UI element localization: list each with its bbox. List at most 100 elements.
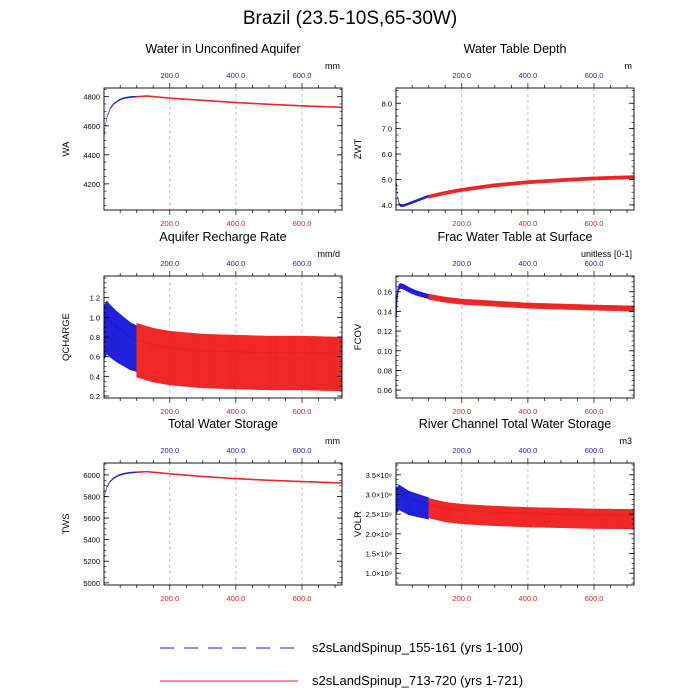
panel-5-xtick-label-bottom-1: 400.0	[519, 594, 538, 603]
panel-0-xtick-label-top-0: 200.0	[160, 71, 179, 80]
panel-3-xtick-label-top-1: 400.0	[519, 259, 538, 268]
panel-5-xtick-label-bottom-2: 600.0	[585, 594, 604, 603]
panel-2-series-0-line	[103, 316, 137, 341]
panel-5-ytick-label-5: 3.5×10⁹	[366, 471, 392, 480]
panel-1-ytick-label-2: 6.0	[382, 150, 392, 159]
panel-0-units: mm	[325, 61, 340, 71]
panel-3-units: unitless [0-1]	[581, 249, 632, 259]
panel-0-frame	[103, 87, 343, 211]
panel-3-series-1-line	[428, 294, 634, 309]
panel-2-title: Aquifer Recharge Rate	[159, 230, 286, 244]
panel-3-ytick-label-4: 0.14	[377, 307, 392, 316]
panel-5-series-0	[395, 484, 430, 520]
panel-1-xtick-label-bottom-2: 600.0	[585, 219, 604, 228]
panel-0-xtick-label-bottom-1: 400.0	[227, 219, 246, 228]
panel-5-xtick-label-top-2: 600.0	[585, 446, 604, 455]
panel-4-series-0	[103, 471, 138, 502]
panel-5-xtick-label-bottom-0: 200.0	[452, 594, 471, 603]
panel-2-xtick-label-bottom-2: 600.0	[293, 407, 312, 416]
panel-3-series-0	[395, 283, 430, 321]
panel-4-ytick-label-1: 5200	[83, 557, 100, 566]
panel-4-frame	[103, 462, 343, 586]
panel-4-units: mm	[325, 436, 340, 446]
panel-3-frame	[395, 275, 635, 399]
panel-5-ytick-label-4: 3.0×10⁹	[366, 490, 392, 499]
panel-2-ytick-label-2: 0.6	[90, 353, 100, 362]
panel-2-series-0	[103, 300, 138, 372]
panel-1-title: Water Table Depth	[464, 42, 567, 56]
panel-1-units: m	[625, 61, 633, 71]
panel-0-xtick-label-bottom-2: 600.0	[293, 219, 312, 228]
panel-4-title: Total Water Storage	[168, 417, 278, 431]
panel-4-xtick-label-bottom-1: 400.0	[227, 594, 246, 603]
panel-5-xtick-label-top-0: 200.0	[452, 446, 471, 455]
panel-2-series-1	[136, 323, 343, 392]
panel-1-series-1	[428, 175, 635, 199]
panel-2-xtick-label-top-1: 400.0	[227, 259, 246, 268]
panel-4-xtick-label-top-0: 200.0	[160, 446, 179, 455]
panel-5-series-0-line	[395, 491, 429, 505]
panel-2-ylabel: QCHARGE	[61, 313, 72, 361]
panel-3-series-1	[428, 293, 635, 312]
panel-5-ytick-label-3: 2.5×10⁹	[366, 510, 392, 519]
panel-1-ylabel: ZWT	[353, 139, 364, 160]
panel-1-ytick-label-3: 7.0	[382, 125, 392, 134]
panel-5-ytick-label-0: 1.0×10⁹	[366, 569, 392, 578]
panel-2-ytick-label-0: 0.2	[90, 392, 100, 401]
panel-1-ytick-label-4: 8.0	[382, 99, 392, 108]
panel-3-xtick-label-bottom-2: 600.0	[585, 407, 604, 416]
panel-3-ytick-label-5: 0.16	[377, 288, 392, 297]
panel-3-series-0-line	[395, 284, 429, 317]
panel-3-xtick-label-bottom-1: 400.0	[519, 407, 538, 416]
panel-0-xtick-label-top-1: 400.0	[227, 71, 246, 80]
panel-4-xtick-label-bottom-0: 200.0	[160, 594, 179, 603]
panel-4-ytick-label-5: 6000	[83, 471, 100, 480]
panel-1-xtick-label-bottom-1: 400.0	[519, 219, 538, 228]
panel-5-series-1-line	[428, 503, 634, 517]
panel-5-title: River Channel Total Water Storage	[419, 417, 612, 431]
panel-1-ytick-label-0: 4.0	[382, 201, 392, 210]
panel-5-units: m3	[619, 436, 632, 446]
panel-1-series-0	[395, 155, 430, 207]
panel-3-title: Frac Water Table at Surface	[438, 230, 593, 244]
panel-5-xtick-label-top-1: 400.0	[519, 446, 538, 455]
panel-4-ytick-label-3: 5600	[83, 514, 100, 523]
panel-4-xtick-label-top-1: 400.0	[227, 446, 246, 455]
panel-5-ytick-label-1: 1.5×10⁹	[366, 550, 392, 559]
panel-2-series-1-line	[136, 339, 342, 355]
panel-4-ytick-label-0: 5000	[83, 579, 100, 588]
panel-0-series-0	[103, 95, 138, 139]
panel-4-series-1	[136, 470, 343, 484]
panel-0-xtick-label-top-2: 600.0	[293, 71, 312, 80]
panel-4-ylabel: TWS	[61, 513, 72, 534]
panel-3-xtick-label-bottom-0: 200.0	[452, 407, 471, 416]
panel-1-xtick-label-top-1: 400.0	[519, 71, 538, 80]
panel-2-ytick-label-5: 1.2	[90, 294, 100, 303]
panel-1-series-1-line	[428, 175, 634, 197]
panel-1-xtick-label-top-0: 200.0	[452, 71, 471, 80]
panel-3-ytick-label-1: 0.08	[377, 366, 392, 375]
panel-0-ytick-label-2: 4600	[83, 122, 100, 131]
panel-2-xtick-label-bottom-1: 400.0	[227, 407, 246, 416]
panel-0-title: Water in Unconfined Aquifer	[145, 42, 300, 56]
page-title: Brazil (23.5-10S,65-30W)	[242, 8, 458, 29]
panel-0-ytick-label-0: 4200	[83, 180, 100, 189]
panel-3-ytick-label-3: 0.12	[377, 327, 392, 336]
panel-4-ytick-label-2: 5400	[83, 536, 100, 545]
panel-2-xtick-label-bottom-0: 200.0	[160, 407, 179, 416]
panel-3-ytick-label-2: 0.10	[377, 347, 392, 356]
panel-0-series-1	[136, 95, 343, 109]
panel-1-xtick-label-top-2: 600.0	[585, 71, 604, 80]
panel-5-ylabel: VOLR	[353, 511, 364, 537]
panel-2-ytick-label-3: 0.8	[90, 333, 100, 342]
panel-2-ytick-label-1: 0.4	[90, 372, 100, 381]
panel-2-ytick-label-4: 1.0	[90, 313, 100, 322]
panel-4-xtick-label-bottom-2: 600.0	[293, 594, 312, 603]
panel-0-xtick-label-bottom-0: 200.0	[160, 219, 179, 228]
panel-2-xtick-label-top-0: 200.0	[160, 259, 179, 268]
panel-4-xtick-label-top-2: 600.0	[293, 446, 312, 455]
panel-3-ytick-label-0: 0.06	[377, 386, 392, 395]
panel-0-ytick-label-3: 4800	[83, 93, 100, 102]
panel-5-ytick-label-2: 2.0×10⁹	[366, 530, 392, 539]
